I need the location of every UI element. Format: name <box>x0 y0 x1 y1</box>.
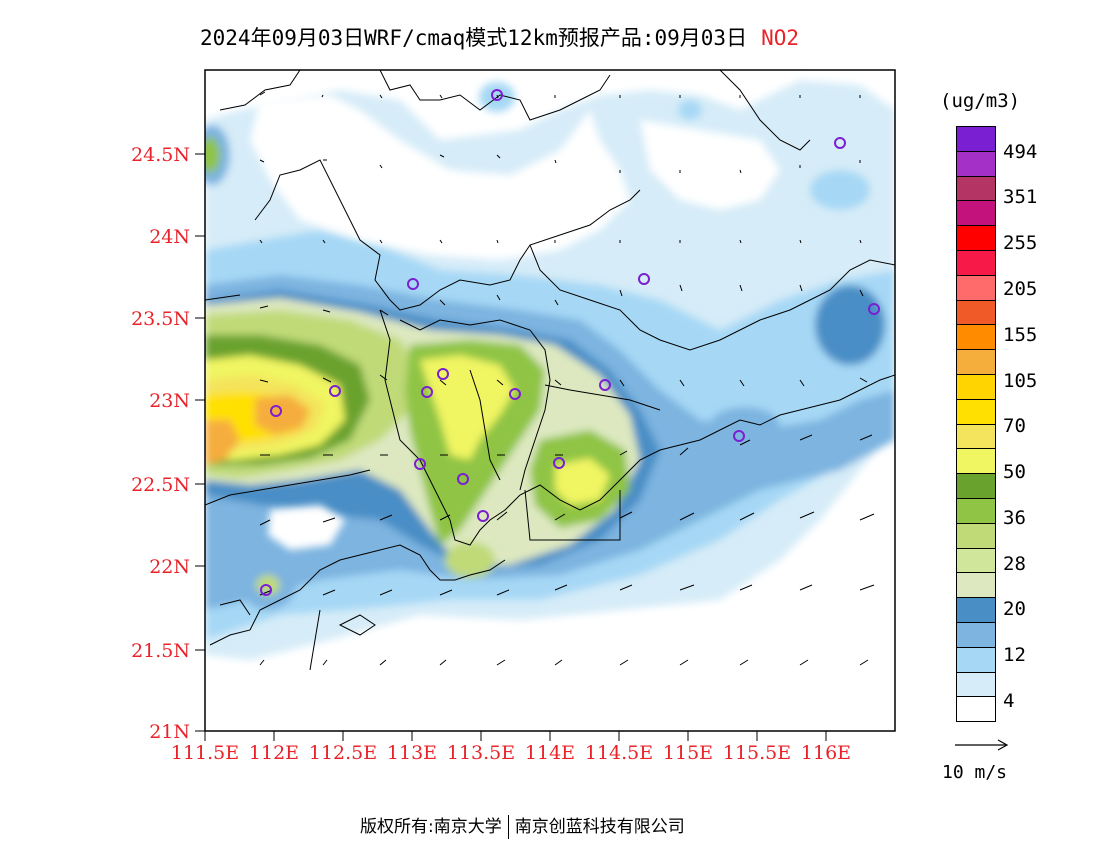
color-bar-segment <box>957 647 995 673</box>
color-bar-segment <box>957 697 995 722</box>
legend-label: 50 <box>1003 461 1026 483</box>
lat-labels: 24.5N 24N 23.5N 23N 22.5N 22N 21.5N 21N <box>131 144 190 743</box>
color-bar-segment <box>957 226 995 251</box>
concentration-field <box>205 70 895 731</box>
lon-label: 112E <box>249 742 299 764</box>
legend-label: 36 <box>1003 507 1026 529</box>
footer-separator <box>507 815 509 839</box>
legend-label: 4 <box>1003 690 1015 712</box>
legend-label: 20 <box>1003 598 1026 620</box>
lon-label: 113.5E <box>447 742 515 764</box>
color-bar-segment <box>957 548 995 574</box>
color-bar-segment <box>957 201 995 227</box>
color-bar-segment <box>957 151 995 177</box>
legend-label: 105 <box>1003 370 1038 392</box>
legend-label: 351 <box>1003 186 1038 208</box>
map-title: 2024年09月03日WRF/cmaq模式12km预报产品:09月03日 NO2 <box>200 22 799 52</box>
color-bar-segment <box>957 275 995 301</box>
lat-label: 23.5N <box>131 308 190 330</box>
axis-ticks <box>195 153 827 741</box>
lon-label: 111.5E <box>171 742 239 764</box>
lat-label: 21.5N <box>131 640 190 662</box>
lon-labels: 111.5E 112E 112.5E 113E 113.5E 114E 114.… <box>171 742 851 764</box>
lat-label: 22.5N <box>131 474 190 496</box>
wind-reference-arrow <box>955 739 1009 751</box>
legend-label: 28 <box>1003 553 1026 575</box>
copyright-footer: 版权所有:南京大学 南京创蓝科技有限公司 <box>360 812 685 839</box>
color-bar-segment <box>957 325 995 351</box>
color-bar-segment <box>957 622 995 648</box>
color-bar-segment <box>957 498 995 524</box>
lon-label: 114E <box>525 742 575 764</box>
legend-label: 494 <box>1003 141 1038 163</box>
lat-label: 24N <box>149 226 190 248</box>
lat-label: 24.5N <box>131 144 190 166</box>
color-bar <box>956 126 996 722</box>
lon-label: 115.5E <box>723 742 791 764</box>
legend-label: 155 <box>1003 324 1038 346</box>
color-bar-segment <box>957 374 995 400</box>
pollutant-label: NO2 <box>761 26 800 50</box>
legend-label: 255 <box>1003 232 1038 254</box>
legend-label: 70 <box>1003 415 1026 437</box>
legend-label: 12 <box>1003 644 1026 666</box>
legend-unit: (ug/m3) <box>940 90 1021 112</box>
lat-label: 23N <box>149 390 190 412</box>
lon-label: 113E <box>387 742 437 764</box>
station-markers <box>260 89 880 596</box>
boundary-lines <box>205 70 895 671</box>
color-bar-segment <box>957 449 995 475</box>
lat-label: 22N <box>149 556 190 578</box>
wind-vectors <box>259 91 875 666</box>
footer-left: 版权所有:南京大学 <box>360 817 502 837</box>
color-bar-segment <box>957 424 995 450</box>
lon-label: 115E <box>663 742 713 764</box>
color-bar-segment <box>957 598 995 623</box>
color-bar-labels: 494 351 255 205 155 105 70 50 36 28 20 1… <box>1003 126 1063 722</box>
lon-label: 112.5E <box>309 742 377 764</box>
lat-label: 21N <box>149 721 190 743</box>
color-bar-segment <box>957 399 995 425</box>
lon-label: 114.5E <box>585 742 653 764</box>
color-bar-segment <box>957 300 995 326</box>
footer-right: 南京创蓝科技有限公司 <box>514 817 685 837</box>
color-bar-segment <box>957 127 995 152</box>
color-bar-segment <box>957 350 995 375</box>
color-bar-segment <box>957 474 995 499</box>
color-bar-segment <box>957 523 995 549</box>
wind-reference-label: 10 m/s <box>942 762 1008 783</box>
color-bar-segment <box>957 250 995 276</box>
color-bar-segment <box>957 573 995 599</box>
lon-label: 116E <box>801 742 851 764</box>
color-bar-segment <box>957 176 995 202</box>
color-bar-segment <box>957 672 995 698</box>
legend-label: 205 <box>1003 278 1038 300</box>
title-main: 2024年09月03日WRF/cmaq模式12km预报产品:09月03日 <box>200 26 748 50</box>
